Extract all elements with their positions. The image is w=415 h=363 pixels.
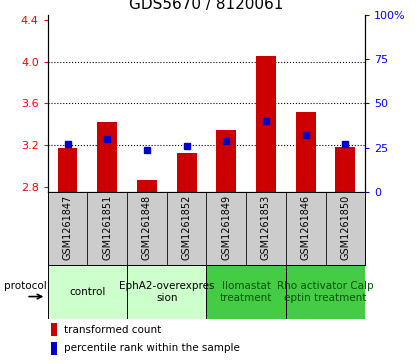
Bar — [98, 122, 117, 192]
Bar — [88, 192, 127, 265]
Bar — [207, 265, 286, 319]
Bar — [216, 130, 236, 192]
Bar — [51, 323, 56, 336]
Bar — [167, 192, 207, 265]
Text: Ilomastat
treatment: Ilomastat treatment — [220, 281, 272, 303]
Bar — [286, 192, 325, 265]
Bar — [256, 56, 276, 192]
Bar — [137, 180, 157, 192]
Bar — [246, 192, 286, 265]
Text: GSM1261853: GSM1261853 — [261, 195, 271, 260]
Text: GSM1261847: GSM1261847 — [63, 195, 73, 260]
Text: GSM1261849: GSM1261849 — [221, 195, 231, 260]
Bar — [207, 192, 246, 265]
Bar — [325, 192, 365, 265]
Bar — [127, 265, 207, 319]
Bar — [286, 265, 365, 319]
Text: transformed count: transformed count — [63, 325, 161, 335]
Text: GSM1261852: GSM1261852 — [182, 195, 192, 260]
Bar — [335, 147, 355, 192]
Text: protocol: protocol — [4, 281, 46, 291]
Text: control: control — [69, 287, 105, 297]
Bar — [177, 152, 197, 192]
Text: EphA2-overexpres
sion: EphA2-overexpres sion — [119, 281, 215, 303]
Bar — [48, 265, 127, 319]
Bar — [296, 112, 315, 192]
Bar — [48, 192, 88, 265]
Text: GSM1261846: GSM1261846 — [301, 195, 311, 260]
Bar — [51, 342, 56, 355]
Bar — [127, 192, 167, 265]
Text: GSM1261850: GSM1261850 — [340, 195, 350, 260]
Title: GDS5670 / 8120061: GDS5670 / 8120061 — [129, 0, 283, 12]
Text: GSM1261848: GSM1261848 — [142, 195, 152, 260]
Text: Rho activator Calp
eptin treatment: Rho activator Calp eptin treatment — [277, 281, 374, 303]
Bar — [58, 148, 78, 192]
Text: GSM1261851: GSM1261851 — [102, 195, 112, 260]
Text: percentile rank within the sample: percentile rank within the sample — [63, 343, 239, 353]
